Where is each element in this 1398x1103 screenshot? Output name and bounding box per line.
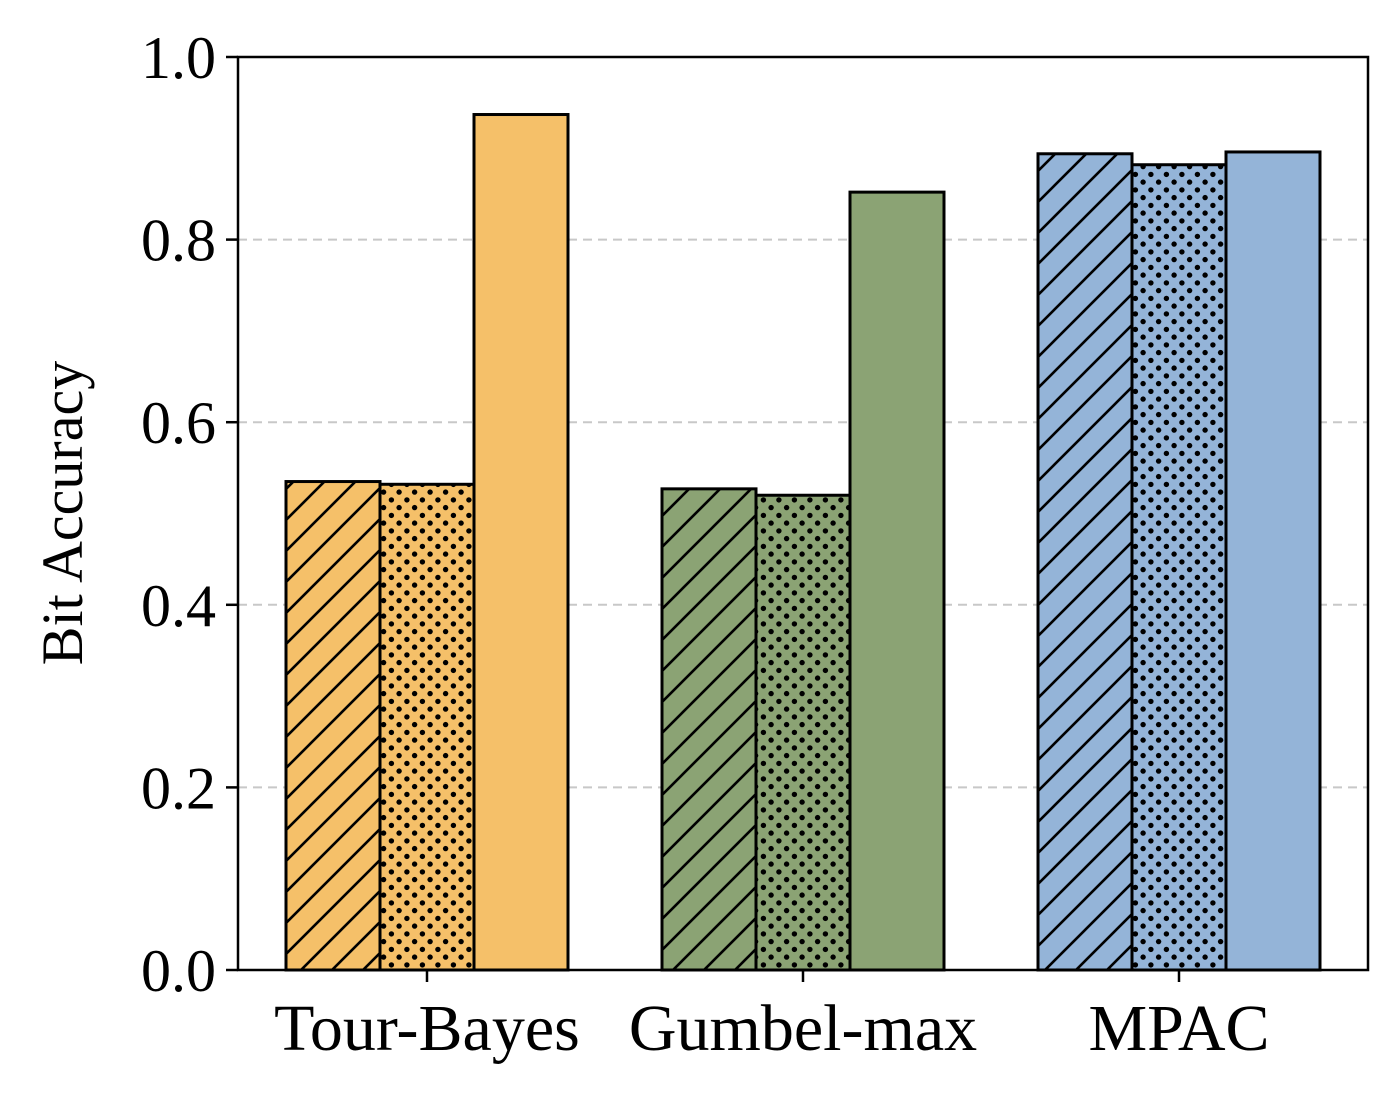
bar-tour-bayes-diagonal-hatch — [284, 480, 382, 972]
bar-mpac-dots — [1130, 163, 1228, 972]
y-tick-label: 1.0 — [141, 25, 216, 91]
bar-gumbel-max-diagonal-hatch — [660, 487, 758, 972]
x-tick-label: Tour-Bayes — [274, 992, 580, 1065]
y-axis-title: Bit Accuracy — [30, 361, 95, 665]
y-tick-label: 0.6 — [141, 390, 216, 456]
y-tick-label: 0.8 — [141, 208, 216, 274]
y-tick-label: 0.4 — [141, 573, 216, 639]
bar-mpac-diagonal-hatch — [1036, 152, 1134, 972]
bars — [284, 113, 1322, 972]
bar-mpac-solid — [1224, 150, 1322, 972]
bar-tour-bayes-solid — [472, 113, 570, 972]
y-axis: 0.0 0.2 0.4 0.6 0.8 1.0 — [141, 25, 238, 1004]
x-tick-label: Gumbel-max — [629, 992, 977, 1065]
x-axis: Tour-Bayes Gumbel-max MPAC — [274, 970, 1270, 1065]
bar-gumbel-max-solid — [848, 190, 946, 972]
y-tick-label: 0.2 — [141, 755, 216, 821]
x-tick-label: MPAC — [1088, 992, 1269, 1065]
y-tick-label: 0.0 — [141, 938, 216, 1004]
bar-tour-bayes-dots — [378, 482, 476, 972]
bar-gumbel-max-dots — [754, 493, 852, 972]
